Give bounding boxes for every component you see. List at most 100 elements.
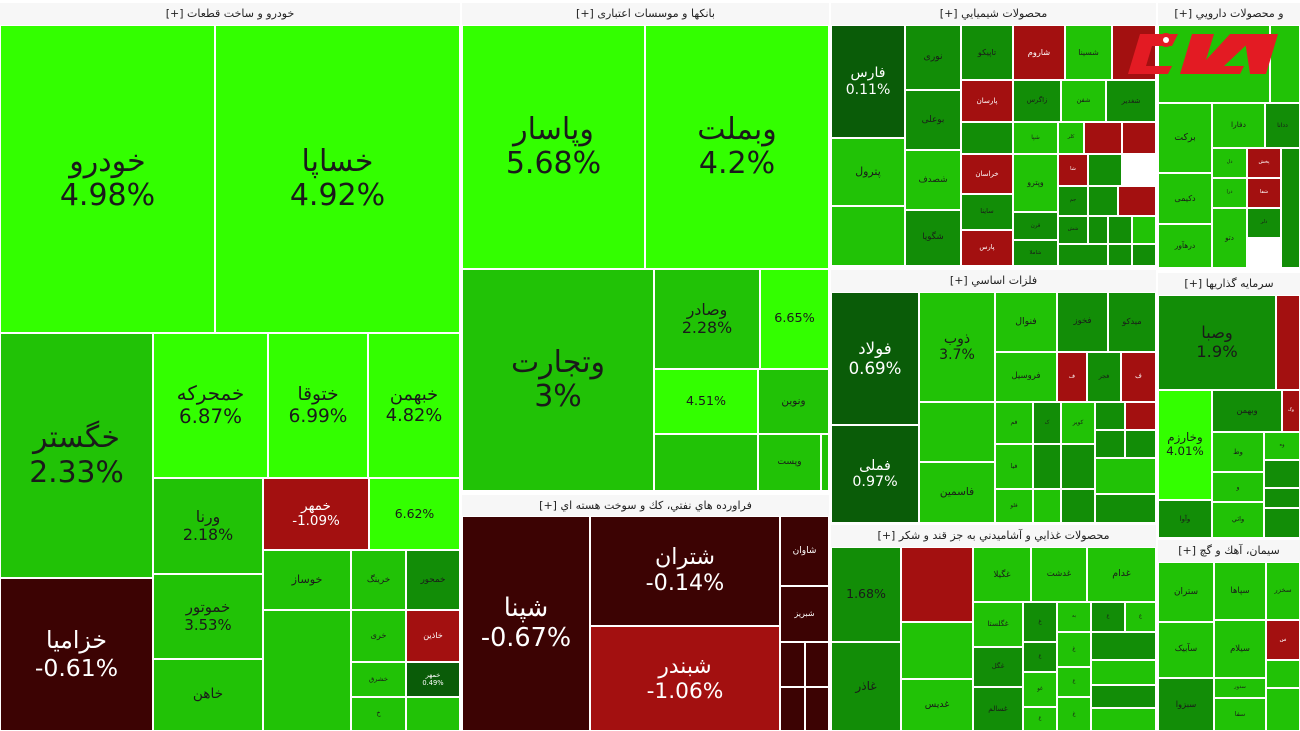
treemap-cell[interactable]: ختوقا 6.99% bbox=[268, 333, 368, 478]
sector-title[interactable]: محصولات غذايي و آشاميدني به جز قند و شكر… bbox=[831, 525, 1156, 548]
treemap-cell[interactable] bbox=[1095, 494, 1156, 523]
treemap-cell[interactable] bbox=[1108, 244, 1132, 266]
treemap-cell[interactable]: خگستر 2.33% bbox=[0, 333, 153, 578]
treemap-cell[interactable]: خری bbox=[351, 610, 406, 662]
treemap-cell[interactable]: کویر bbox=[1061, 402, 1095, 444]
treemap-cell[interactable] bbox=[1132, 216, 1156, 244]
treemap-cell[interactable]: غگل bbox=[973, 647, 1023, 687]
treemap-cell[interactable] bbox=[1058, 244, 1108, 266]
treemap-cell[interactable]: غاذر bbox=[831, 642, 901, 731]
treemap-cell[interactable]: دکیمی bbox=[1158, 173, 1212, 224]
treemap-cell[interactable]: خمهر -1.09% bbox=[263, 478, 369, 550]
treemap-cell[interactable] bbox=[263, 610, 351, 731]
treemap-cell[interactable] bbox=[1158, 25, 1270, 103]
treemap-cell[interactable]: شش bbox=[1058, 216, 1088, 244]
treemap-cell[interactable]: خراسان bbox=[961, 154, 1013, 194]
treemap-cell[interactable]: خمحرکه 6.87% bbox=[153, 333, 268, 478]
treemap-cell[interactable]: غدام bbox=[1087, 547, 1156, 602]
treemap-cell[interactable]: شگویا bbox=[905, 210, 961, 266]
treemap-cell[interactable] bbox=[1061, 489, 1095, 523]
treemap-cell[interactable] bbox=[1091, 685, 1156, 708]
treemap-cell[interactable] bbox=[1264, 508, 1300, 538]
treemap-cell[interactable] bbox=[1264, 460, 1300, 488]
sector-title[interactable]: فراورده هاي نفتي، كك و سوخت هسته اي [+] bbox=[462, 495, 829, 518]
treemap-cell[interactable]: ف bbox=[1121, 352, 1156, 402]
treemap-cell[interactable]: ساینا bbox=[961, 194, 1013, 230]
treemap-cell[interactable]: پارس bbox=[961, 230, 1013, 266]
treemap-cell[interactable]: شغدیر bbox=[1106, 80, 1156, 122]
treemap-cell[interactable]: خوساز bbox=[263, 550, 351, 610]
treemap-cell[interactable]: دلر bbox=[1247, 208, 1281, 238]
treemap-cell[interactable]: غدشت bbox=[1031, 547, 1087, 602]
treemap-cell[interactable]: وگ bbox=[1282, 390, 1300, 432]
treemap-cell[interactable]: ک bbox=[1033, 402, 1061, 444]
treemap-cell[interactable]: فملی 0.97% bbox=[831, 425, 919, 523]
treemap-cell[interactable] bbox=[1088, 154, 1122, 186]
treemap-cell[interactable]: ونوین bbox=[758, 369, 829, 434]
treemap-cell[interactable]: سپاها bbox=[1214, 562, 1266, 620]
treemap-cell[interactable]: فخوز bbox=[1057, 292, 1108, 352]
treemap-cell[interactable]: خساپا 4.92% bbox=[215, 25, 460, 333]
treemap-cell[interactable]: غ bbox=[1057, 632, 1091, 667]
treemap-cell[interactable] bbox=[780, 642, 805, 687]
treemap-cell[interactable] bbox=[1084, 122, 1122, 154]
sector-title[interactable]: خودرو و ساخت قطعات [+] bbox=[0, 3, 460, 26]
treemap-cell[interactable]: غ bbox=[1091, 602, 1125, 632]
treemap-cell[interactable]: خمحور bbox=[406, 550, 460, 610]
treemap-cell[interactable]: فنوال bbox=[995, 292, 1057, 352]
treemap-cell[interactable]: خشرق bbox=[351, 662, 406, 697]
treemap-cell[interactable]: شاملا bbox=[1013, 240, 1058, 266]
sector-title[interactable]: سيمان، آهك و گچ [+] bbox=[1158, 540, 1300, 563]
treemap-cell[interactable]: شاروم bbox=[1013, 25, 1065, 80]
treemap-cell[interactable]: وط bbox=[1212, 432, 1264, 472]
treemap-cell[interactable] bbox=[1112, 25, 1156, 80]
treemap-cell[interactable]: خرینگ bbox=[351, 550, 406, 610]
treemap-cell[interactable]: سفا bbox=[1214, 698, 1266, 731]
treemap-cell[interactable]: شپنا -0.67% bbox=[462, 516, 590, 731]
treemap-cell[interactable] bbox=[1125, 402, 1156, 430]
treemap-cell[interactable]: غ bbox=[1023, 707, 1057, 731]
treemap-cell[interactable]: وصادر 2.28% bbox=[654, 269, 760, 369]
treemap-cell[interactable] bbox=[1122, 122, 1156, 154]
treemap-cell[interactable]: ف bbox=[1057, 352, 1087, 402]
treemap-cell[interactable] bbox=[805, 642, 829, 687]
treemap-cell[interactable]: غگیلا bbox=[973, 547, 1031, 602]
treemap-cell[interactable]: شتران -0.14% bbox=[590, 516, 780, 626]
treemap-cell[interactable]: غو bbox=[1023, 672, 1057, 707]
treemap-cell[interactable]: بركت bbox=[1158, 103, 1212, 173]
sector-title[interactable]: محصولات شيميايي [+] bbox=[831, 3, 1156, 26]
treemap-cell[interactable]: سآبیک bbox=[1158, 622, 1214, 678]
treemap-cell[interactable] bbox=[1132, 244, 1156, 266]
treemap-cell[interactable]: ورنا 2.18% bbox=[153, 478, 263, 574]
treemap-cell[interactable]: دتو bbox=[1212, 208, 1247, 268]
treemap-cell[interactable] bbox=[1091, 660, 1156, 685]
treemap-cell[interactable] bbox=[1088, 216, 1108, 244]
sector-title[interactable]: سرمايه گذاريها [+] bbox=[1158, 273, 1300, 296]
treemap-cell[interactable] bbox=[805, 687, 829, 731]
treemap-cell[interactable]: شبریز bbox=[780, 586, 829, 642]
treemap-cell[interactable]: خودرو 4.98% bbox=[0, 25, 215, 333]
treemap-cell[interactable]: خزامیا -0.61% bbox=[0, 578, 153, 731]
treemap-cell[interactable]: زاگرس bbox=[1013, 80, 1061, 122]
treemap-cell[interactable]: خبهمن 4.82% bbox=[368, 333, 460, 478]
treemap-cell[interactable] bbox=[1091, 708, 1156, 731]
treemap-cell[interactable]: سخزر bbox=[1266, 562, 1300, 620]
treemap-cell[interactable]: درهآور bbox=[1158, 224, 1212, 268]
treemap-cell[interactable]: دل bbox=[1212, 148, 1247, 178]
treemap-cell[interactable]: فروسیل bbox=[995, 352, 1057, 402]
treemap-cell[interactable] bbox=[654, 434, 758, 491]
treemap-cell[interactable]: فاسمین bbox=[919, 462, 995, 523]
treemap-cell[interactable]: ذوب 3.7% bbox=[919, 292, 995, 402]
treemap-cell[interactable]: وآوا bbox=[1158, 500, 1212, 538]
treemap-cell[interactable] bbox=[1061, 444, 1095, 489]
treemap-cell[interactable]: پخش bbox=[1247, 148, 1281, 178]
treemap-cell[interactable] bbox=[1033, 444, 1061, 489]
treemap-cell[interactable]: غگلستا bbox=[973, 602, 1023, 647]
treemap-cell[interactable]: ستران bbox=[1158, 562, 1214, 622]
treemap-cell[interactable]: وبملت 4.2% bbox=[645, 25, 829, 269]
treemap-cell[interactable] bbox=[780, 687, 805, 731]
treemap-cell[interactable]: خاهن bbox=[153, 659, 263, 731]
treemap-cell[interactable]: قرن bbox=[1013, 212, 1058, 240]
treemap-cell[interactable]: غسالم bbox=[973, 687, 1023, 731]
treemap-cell[interactable]: شسینا bbox=[1065, 25, 1112, 80]
